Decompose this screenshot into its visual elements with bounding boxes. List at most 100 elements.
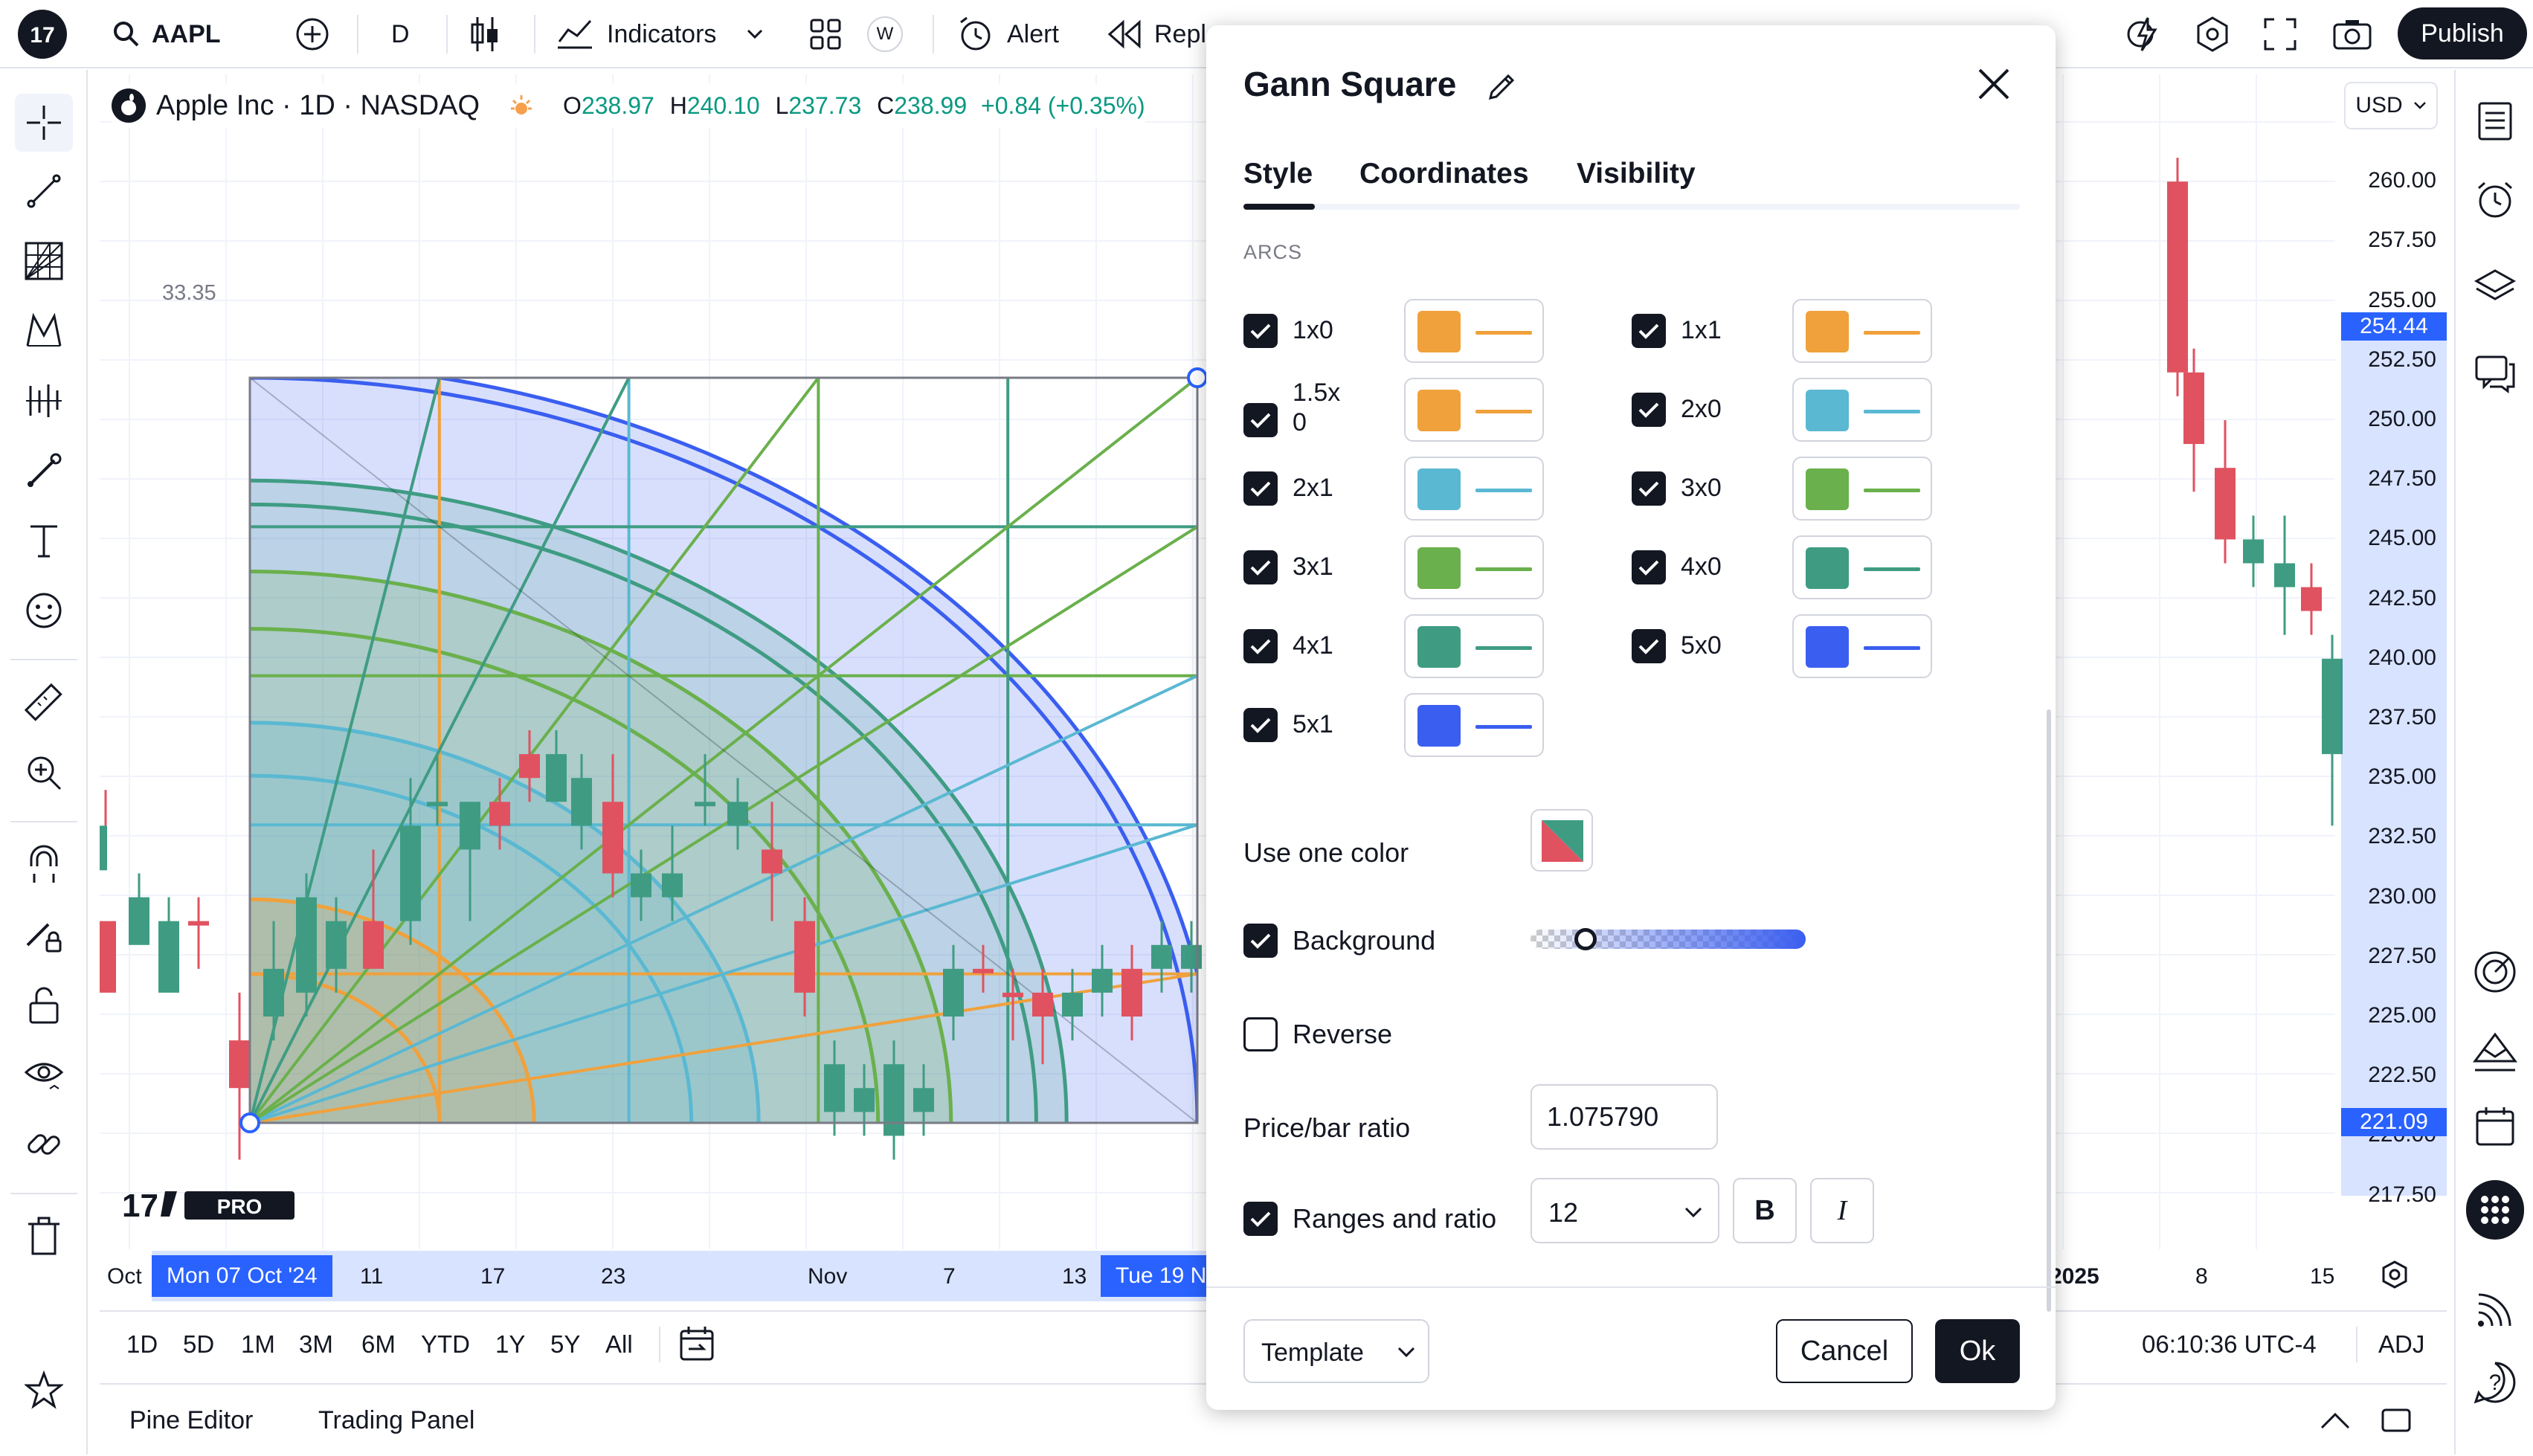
apps-button[interactable] — [2466, 1180, 2524, 1240]
symbol-description[interactable]: Apple Inc · 1D · NASDAQ — [156, 89, 480, 121]
rename-button[interactable] — [1484, 68, 1519, 106]
background-opacity-handle[interactable] — [1574, 928, 1597, 950]
arc-left-4-color-button[interactable] — [1404, 614, 1544, 678]
arc-right-1-checkbox[interactable] — [1632, 393, 1666, 427]
range-button-1m[interactable]: 1M — [241, 1330, 275, 1358]
bold-toggle[interactable]: B — [1733, 1178, 1797, 1243]
brush-tool[interactable] — [15, 442, 73, 500]
link-tool[interactable] — [15, 1115, 73, 1173]
arc-left-5-checkbox[interactable] — [1243, 708, 1278, 742]
alerts-button[interactable] — [2466, 171, 2524, 229]
range-button-6m[interactable]: 6M — [361, 1330, 396, 1358]
clock-readout[interactable]: 06:10:36 UTC-4 — [2142, 1330, 2317, 1358]
price-chart[interactable] — [100, 74, 2447, 1304]
favorites-tool[interactable] — [15, 1361, 73, 1419]
currency-selector[interactable]: USD — [2344, 82, 2438, 129]
price-bar-ratio-input[interactable]: 1.075790 — [1531, 1084, 1718, 1150]
reverse-checkbox[interactable] — [1243, 1017, 1278, 1051]
ranges-and-ratio-checkbox[interactable] — [1243, 1202, 1278, 1236]
arc-right-4-checkbox[interactable] — [1632, 629, 1666, 663]
signals-button[interactable] — [2466, 1281, 2524, 1339]
arc-right-3-color-button[interactable] — [1792, 535, 1932, 599]
template-dropdown[interactable]: Template — [1243, 1319, 1429, 1383]
tab-style[interactable]: Style — [1243, 158, 1313, 190]
arc-left-5-color-button[interactable] — [1404, 693, 1544, 757]
dialog-scrollbar[interactable] — [2047, 709, 2051, 1312]
maximize-panel-button[interactable] — [2380, 1385, 2413, 1456]
calendar-button[interactable] — [2466, 1098, 2524, 1156]
symbol-search-button[interactable]: AAPL — [112, 0, 221, 68]
chart-type-button[interactable] — [469, 0, 501, 68]
lock-drawings-tool[interactable] — [15, 976, 73, 1034]
forecasting-tool[interactable] — [15, 372, 73, 430]
gann-fib-tool[interactable] — [15, 232, 73, 290]
arc-right-2-checkbox[interactable] — [1632, 471, 1666, 506]
range-button-5d[interactable]: 5D — [183, 1330, 215, 1358]
quick-search-button[interactable] — [2125, 0, 2161, 68]
chats-button[interactable] — [2466, 345, 2524, 403]
arc-right-0-checkbox[interactable] — [1632, 314, 1666, 348]
patterns-tool[interactable] — [15, 302, 73, 360]
arc-left-3-color-button[interactable] — [1404, 535, 1544, 599]
tab-trading-panel[interactable]: Trading Panel — [318, 1405, 475, 1434]
arc-left-1-color-button[interactable] — [1404, 378, 1544, 442]
crosshair-tool[interactable] — [15, 94, 73, 152]
price-axis[interactable]: 260.00 257.50 255.00 252.50 250.00 247.50 245.… — [2335, 74, 2447, 1304]
arc-left-0-checkbox[interactable] — [1243, 314, 1278, 348]
collapse-panel-button[interactable] — [2319, 1385, 2352, 1456]
background-opacity-slider[interactable] — [1531, 930, 1806, 949]
text-tool[interactable] — [15, 512, 73, 570]
tradingview-logo[interactable]: 17 — [18, 0, 67, 68]
watchlist-badge[interactable]: W — [867, 0, 903, 68]
snapshot-button[interactable] — [2332, 0, 2372, 68]
arc-left-3-checkbox[interactable] — [1243, 550, 1278, 584]
range-button-1d[interactable]: 1D — [126, 1330, 158, 1358]
arc-right-4-color-button[interactable] — [1792, 614, 1932, 678]
hide-drawings-tool[interactable] — [15, 1046, 73, 1104]
magnet-tool[interactable] — [15, 836, 73, 894]
time-axis[interactable]: Oct 11 17 23 Nov 7 13 2025 8 15 Mon 07 Oct '24 Tue … — [100, 1251, 2335, 1303]
font-size-select[interactable]: 12 — [1531, 1178, 1719, 1243]
compare-button[interactable] — [295, 0, 330, 68]
axis-settings-button[interactable] — [2380, 1260, 2410, 1293]
tab-pine-editor[interactable]: Pine Editor — [129, 1405, 254, 1434]
range-button-ytd[interactable]: YTD — [421, 1330, 470, 1358]
fullscreen-button[interactable] — [2264, 0, 2297, 68]
close-button[interactable] — [1975, 65, 2012, 106]
arc-right-0-color-button[interactable] — [1792, 299, 1932, 363]
range-button-5y[interactable]: 5Y — [550, 1330, 581, 1358]
icons-tool[interactable] — [15, 582, 73, 640]
interval-button[interactable]: D — [391, 19, 410, 48]
one-color-swatch-button[interactable] — [1531, 809, 1593, 872]
templates-button[interactable] — [809, 0, 842, 68]
italic-toggle[interactable]: I — [1810, 1178, 1874, 1243]
help-button[interactable]: ? — [2466, 1353, 2524, 1411]
arc-left-2-checkbox[interactable] — [1243, 471, 1278, 506]
background-checkbox[interactable] — [1243, 924, 1278, 958]
arc-left-2-color-button[interactable] — [1404, 457, 1544, 521]
measure-tool[interactable] — [15, 674, 73, 732]
adjustment-toggle[interactable]: ADJ — [2378, 1330, 2425, 1358]
object-tree-button[interactable] — [2466, 259, 2524, 317]
alert-button[interactable]: Alert — [956, 0, 1059, 68]
arc-left-1-checkbox[interactable] — [1243, 403, 1278, 437]
arc-right-1-color-button[interactable] — [1792, 378, 1932, 442]
market-status-sun-icon[interactable] — [506, 91, 536, 120]
replay-button[interactable]: Repl — [1107, 0, 1206, 68]
stay-in-drawing-mode-tool[interactable] — [15, 906, 73, 964]
cancel-button[interactable]: Cancel — [1776, 1319, 1913, 1383]
arc-right-3-checkbox[interactable] — [1632, 550, 1666, 584]
goto-date-button[interactable] — [678, 1312, 717, 1377]
tab-coordinates[interactable]: Coordinates — [1359, 158, 1529, 190]
remove-drawings-tool[interactable] — [15, 1208, 73, 1266]
range-button-1y[interactable]: 1Y — [495, 1330, 526, 1358]
trend-line-tool[interactable] — [15, 162, 73, 220]
arc-left-0-color-button[interactable] — [1404, 299, 1544, 363]
tab-visibility[interactable]: Visibility — [1577, 158, 1696, 190]
ideas-button[interactable] — [2466, 1023, 2524, 1081]
screener-button[interactable] — [2466, 943, 2524, 1001]
arc-right-2-color-button[interactable] — [1792, 457, 1932, 521]
arc-left-4-checkbox[interactable] — [1243, 629, 1278, 663]
range-button-3m[interactable]: 3M — [299, 1330, 333, 1358]
range-button-all[interactable]: All — [605, 1330, 633, 1358]
